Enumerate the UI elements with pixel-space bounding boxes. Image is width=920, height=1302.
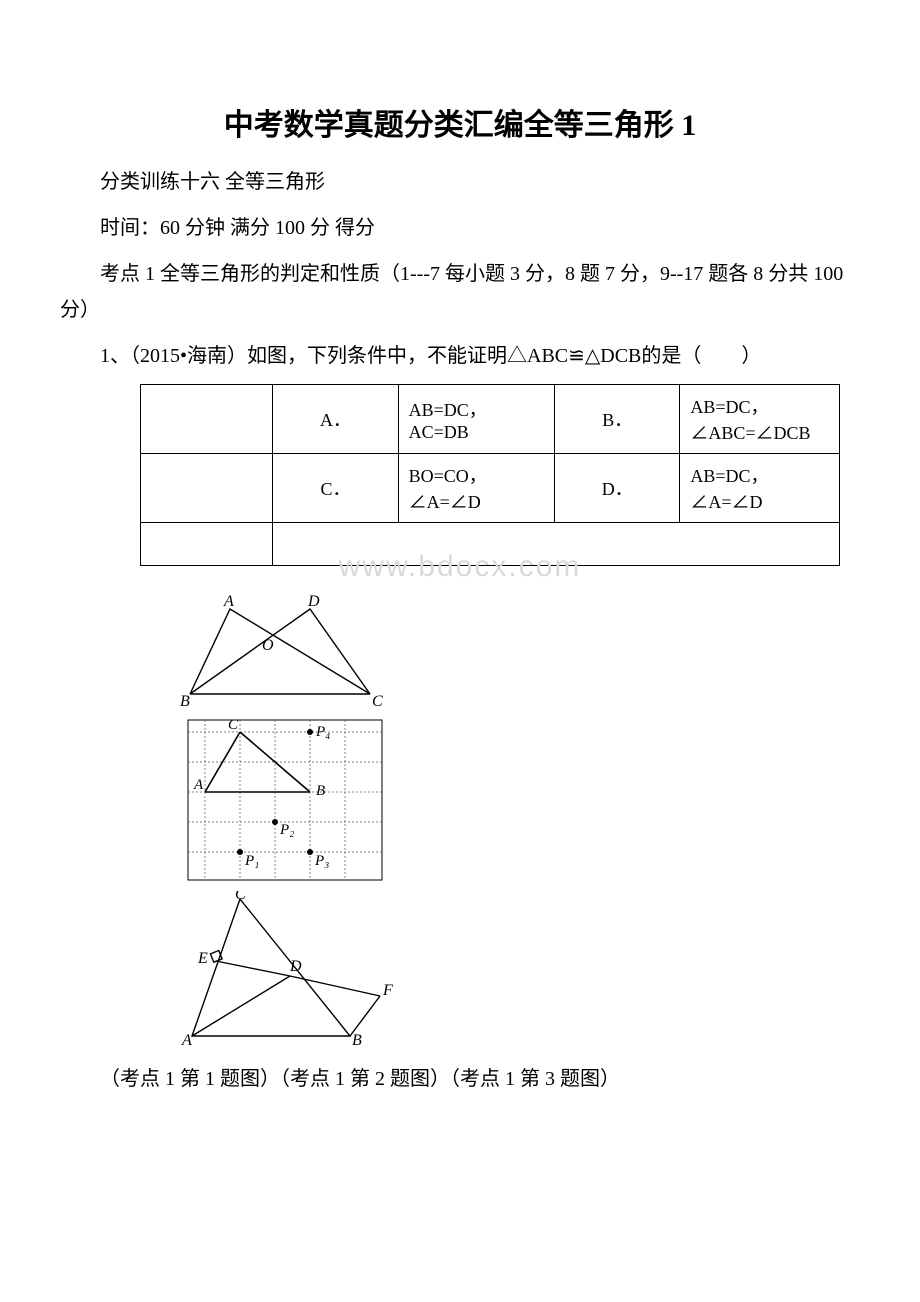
option-letter: B． xyxy=(555,385,680,454)
option-letter: D． xyxy=(555,454,680,523)
label-C: C xyxy=(228,717,239,733)
label-D: D xyxy=(307,594,320,610)
label-P1: P₁ xyxy=(244,853,259,869)
label-E: E xyxy=(197,950,208,967)
label-P4: P₄ xyxy=(315,724,330,740)
figures-block: A D O B C xyxy=(180,594,860,1046)
document-page: 中考数学真题分类汇编全等三角形 1 分类训练十六 全等三角形 时间：60 分钟 … xyxy=(0,0,920,1131)
blank-cell xyxy=(273,523,840,566)
question-1: 1、（2015•海南）如图，下列条件中，不能证明△ABC≌△DCB的是（ ） xyxy=(60,338,860,374)
subtitle: 分类训练十六 全等三角形 xyxy=(60,164,860,200)
label-A: A xyxy=(181,1032,192,1046)
label-O: O xyxy=(262,637,274,654)
label-D: D xyxy=(289,958,302,975)
option-letter: A． xyxy=(273,385,398,454)
label-A: A xyxy=(193,777,204,793)
figure-1: A D O B C xyxy=(180,594,390,709)
label-P3: P₃ xyxy=(314,853,329,869)
label-B: B xyxy=(180,693,190,709)
label-A: A xyxy=(223,594,234,610)
option-condition: AB=DC，∠ABC=∠DCB xyxy=(680,385,840,454)
label-P2: P₂ xyxy=(279,822,294,838)
table-row: C． BO=CO，∠A=∠D D． AB=DC，∠A=∠D xyxy=(141,454,840,523)
option-condition: BO=CO，∠A=∠D xyxy=(398,454,555,523)
table-row xyxy=(141,523,840,566)
options-table: A． AB=DC，AC=DB B． AB=DC，∠ABC=∠DCB C． BO=… xyxy=(140,384,840,566)
kaodian-text: 考点 1 全等三角形的判定和性质（1---7 每小题 3 分，8 题 7 分，9… xyxy=(60,256,860,328)
figure-2: C A B P₄ P₂ P₁ P₃ xyxy=(180,715,390,885)
blank-cell xyxy=(141,385,273,454)
timing-line: 时间：60 分钟 满分 100 分 得分 xyxy=(60,210,860,246)
label-B: B xyxy=(316,783,325,799)
figure-3: C A B D E F xyxy=(180,891,395,1046)
blank-cell xyxy=(141,454,273,523)
label-F: F xyxy=(382,982,393,999)
label-B: B xyxy=(352,1032,362,1046)
label-C: C xyxy=(372,693,383,709)
kaodian-line: 考点 1 全等三角形的判定和性质（1---7 每小题 3 分，8 题 7 分，9… xyxy=(60,256,860,328)
option-condition: AB=DC，AC=DB xyxy=(398,385,555,454)
table-row: A． AB=DC，AC=DB B． AB=DC，∠ABC=∠DCB xyxy=(141,385,840,454)
option-condition: AB=DC，∠A=∠D xyxy=(680,454,840,523)
figure-captions: （考点 1 第 1 题图）（考点 1 第 2 题图）（考点 1 第 3 题图） xyxy=(60,1062,860,1091)
page-title: 中考数学真题分类汇编全等三角形 1 xyxy=(60,100,860,144)
option-letter: C． xyxy=(273,454,398,523)
label-C: C xyxy=(235,891,246,903)
blank-cell xyxy=(141,523,273,566)
question-1-text: 1、（2015•海南）如图，下列条件中，不能证明△ABC≌△DCB的是（ ） xyxy=(60,338,761,374)
